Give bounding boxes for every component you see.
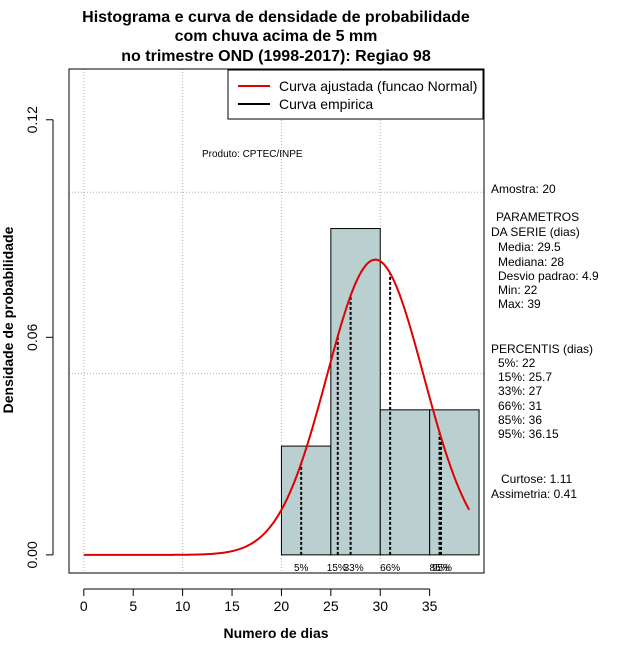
x-axis: 0 5 10 15 20 25 30 35 <box>80 588 438 614</box>
x-tick-label: 25 <box>323 598 339 614</box>
percentile-label: 15% <box>327 563 347 574</box>
stat-curtose: Curtose: 1.11 <box>501 472 572 486</box>
stat-params-header-1: PARAMETROS <box>496 210 579 224</box>
x-axis-label: Numero de dias <box>223 625 328 641</box>
stat-desvio: Desvio padrao: 4.9 <box>498 269 599 283</box>
histogram-bar <box>280 445 332 556</box>
stat-max: Max: 39 <box>498 297 541 311</box>
histogram-bar <box>379 409 431 556</box>
chart-title-line-3: no trimestre OND (1998-2017): Regiao 98 <box>121 48 431 65</box>
percentile-label: 33% <box>344 563 364 574</box>
grid-lines <box>69 69 484 573</box>
histogram-bar <box>330 228 381 556</box>
y-tick-label: 0.00 <box>24 541 40 568</box>
x-tick-label: 15 <box>224 598 240 614</box>
stat-assimetria: Assimetria: 0.41 <box>491 487 577 501</box>
y-tick-label: 0.12 <box>24 106 40 133</box>
legend: Curva ajustada (funcao Normal) Curva emp… <box>227 69 484 120</box>
percentile-label: 95% <box>432 563 452 574</box>
y-tick-label: 0.06 <box>24 323 40 350</box>
stat-p5: 5%: 22 <box>498 356 536 370</box>
normal-curve-line <box>83 258 471 556</box>
stat-p33: 33%: 27 <box>498 384 542 398</box>
stat-media: Media: 29.5 <box>498 240 561 254</box>
plot-frame <box>68 68 485 574</box>
chart-title-line-1: Histograma e curva de densidade de proba… <box>82 9 470 26</box>
stat-p15: 15%: 25.7 <box>498 370 552 384</box>
chart-title-line-2: com chuva acima de 5 mm <box>175 28 378 45</box>
percentile-label: 66% <box>380 563 400 574</box>
x-tick-label: 10 <box>175 598 191 614</box>
histogram-bar <box>429 409 480 556</box>
percentile-label: 5% <box>294 563 309 574</box>
stat-mediana: Mediana: 28 <box>498 255 564 269</box>
x-tick-label: 5 <box>129 598 137 614</box>
percentile-lines: 5% 15%33% 66% 85%95% <box>294 273 452 574</box>
stat-amostra: Amostra: 20 <box>491 182 556 196</box>
product-label: Produto: CPTEC/INPE <box>202 149 303 160</box>
y-axis-label: Densidade de probabilidade <box>0 226 16 413</box>
x-tick-label: 30 <box>372 598 388 614</box>
legend-label-empirical: Curva empirica <box>279 96 373 112</box>
statistics-panel: Amostra: 20 PARAMETROS DA SERIE (dias) M… <box>491 182 599 501</box>
x-tick-label: 20 <box>274 598 290 614</box>
stat-p85: 85%: 36 <box>498 413 542 427</box>
legend-box <box>227 69 484 120</box>
stat-params-header-2: DA SERIE (dias) <box>491 225 580 239</box>
stat-min: Min: 22 <box>498 283 538 297</box>
x-tick-label: 0 <box>80 598 88 614</box>
x-tick-label: 35 <box>422 598 438 614</box>
legend-label-normal: Curva ajustada (funcao Normal) <box>279 78 477 94</box>
stat-percentis-header: PERCENTIS (dias) <box>491 342 593 356</box>
percentile-label: 85% <box>430 563 450 574</box>
stat-p66: 66%: 31 <box>498 399 542 413</box>
histogram-bars <box>280 228 480 556</box>
normal-curve <box>83 258 471 556</box>
y-axis: 0.00 0.06 0.12 <box>24 106 54 568</box>
stat-p95: 95%: 36.15 <box>498 427 559 441</box>
